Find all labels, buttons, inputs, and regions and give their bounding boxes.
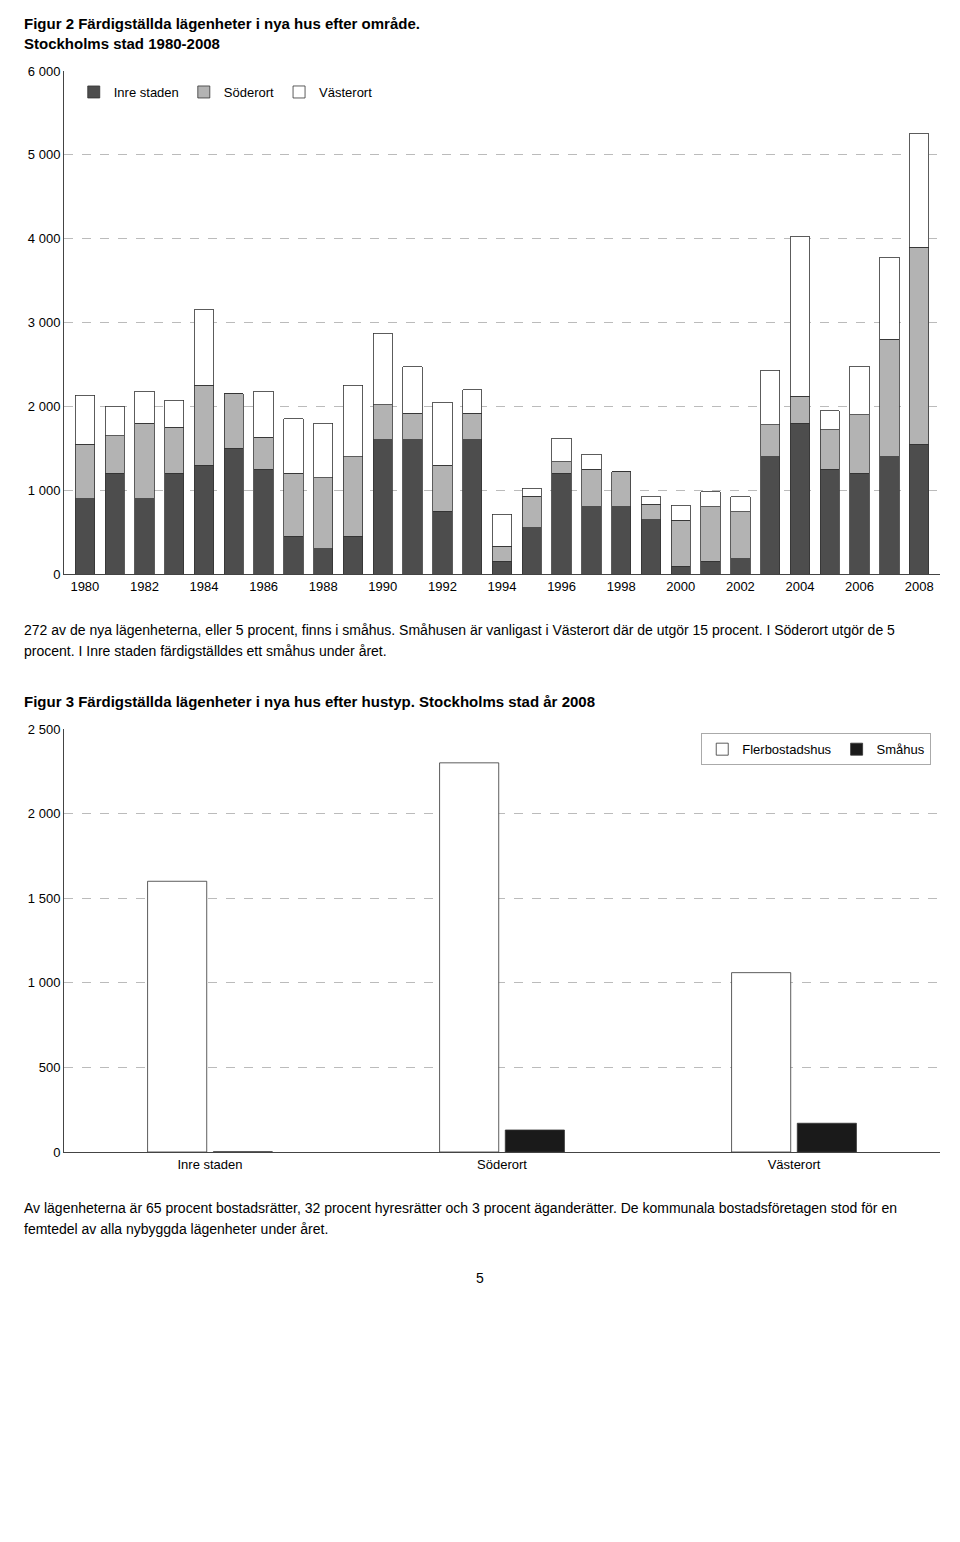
svg-text:2006: 2006 [845, 579, 874, 594]
svg-text:Flerbostadshus: Flerbostadshus [742, 742, 831, 757]
svg-text:5 000: 5 000 [28, 147, 61, 162]
svg-text:2 500: 2 500 [28, 722, 61, 737]
html-text:Av lägenheterna är 65 procent: Av lägenheterna är 65 procent bostadsrät… [24, 1200, 897, 1237]
svg-text:1996: 1996 [547, 579, 576, 594]
svg-text:Söderort: Söderort [224, 85, 274, 100]
svg-text:0: 0 [53, 567, 60, 582]
svg-text:4 000: 4 000 [28, 231, 61, 246]
svg-text:Västerort: Västerort [768, 1157, 821, 1172]
html-text:Figur 2 Färdigställda lägenhet: Figur 2 Färdigställda lägenheter i nya h… [24, 15, 420, 32]
svg-text:1998: 1998 [607, 579, 636, 594]
html-text:Stockholms stad 1980-2008: Stockholms stad 1980-2008 [24, 35, 220, 52]
svg-text:3 000: 3 000 [28, 315, 61, 330]
svg-text:1984: 1984 [190, 579, 219, 594]
svg-text:0: 0 [53, 1145, 60, 1160]
svg-text:Söderort: Söderort [477, 1157, 527, 1172]
html-text:272 av de nya lägenheterna, el: 272 av de nya lägenheterna, eller 5 proc… [24, 622, 895, 659]
svg-text:Småhus: Småhus [877, 742, 925, 757]
svg-text:1986: 1986 [249, 579, 278, 594]
svg-text:2002: 2002 [726, 579, 755, 594]
svg-text:1988: 1988 [309, 579, 338, 594]
svg-text:1 500: 1 500 [28, 891, 61, 906]
svg-text:6 000: 6 000 [28, 64, 61, 79]
svg-text:1 000: 1 000 [28, 483, 61, 498]
svg-text:1 000: 1 000 [28, 975, 61, 990]
svg-text:1992: 1992 [428, 579, 457, 594]
svg-text:2 000: 2 000 [28, 399, 61, 414]
svg-text:2 000: 2 000 [28, 806, 61, 821]
svg-text:1990: 1990 [368, 579, 397, 594]
svg-text:Inre staden: Inre staden [177, 1157, 242, 1172]
svg-text:1994: 1994 [488, 579, 517, 594]
svg-text:500: 500 [39, 1060, 61, 1075]
svg-text:1980: 1980 [70, 579, 99, 594]
svg-text:Inre staden: Inre staden [114, 85, 179, 100]
svg-text:Västerort: Västerort [319, 85, 372, 100]
html-text:Figur 3 Färdigställda lägenhet: Figur 3 Färdigställda lägenheter i nya h… [24, 693, 595, 710]
svg-text:2000: 2000 [666, 579, 695, 594]
svg-text:2008: 2008 [905, 579, 934, 594]
html-text:5: 5 [476, 1270, 484, 1286]
svg-text:2004: 2004 [785, 579, 814, 594]
svg-text:1982: 1982 [130, 579, 159, 594]
